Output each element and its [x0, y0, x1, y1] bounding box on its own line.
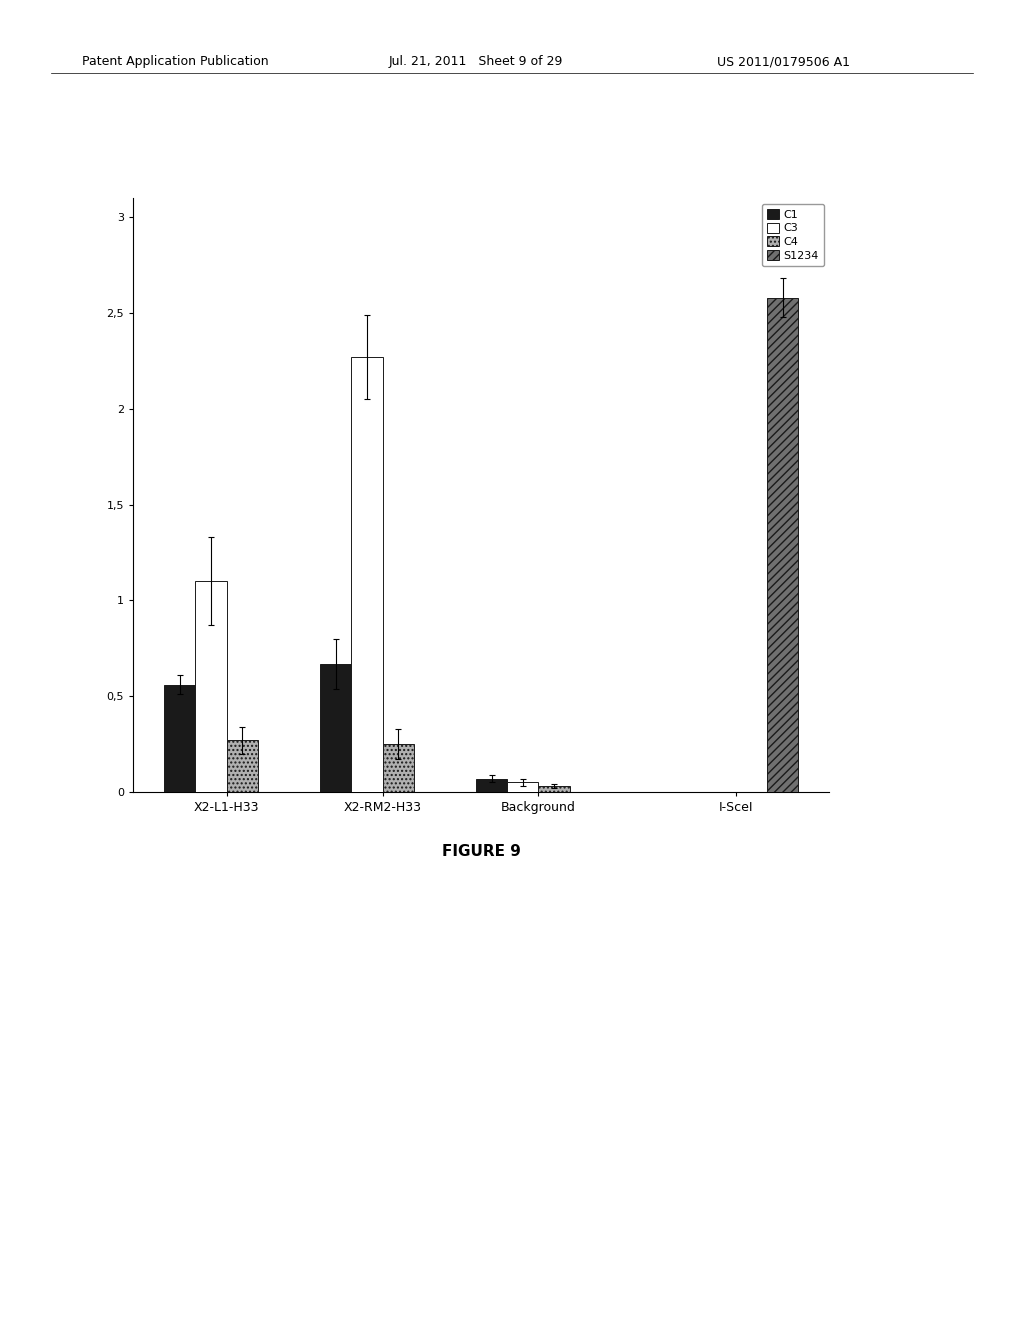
- Text: FIGURE 9: FIGURE 9: [441, 843, 521, 859]
- Bar: [321, 664, 351, 792]
- Bar: [539, 787, 569, 792]
- Bar: [164, 685, 196, 792]
- Text: US 2011/0179506 A1: US 2011/0179506 A1: [717, 55, 850, 69]
- Legend: C1, C3, C4, S1234: C1, C3, C4, S1234: [762, 203, 824, 267]
- Bar: [507, 783, 539, 792]
- Bar: [476, 779, 507, 792]
- Bar: [351, 356, 383, 792]
- Bar: [196, 581, 226, 792]
- Text: Jul. 21, 2011   Sheet 9 of 29: Jul. 21, 2011 Sheet 9 of 29: [389, 55, 563, 69]
- Text: Patent Application Publication: Patent Application Publication: [82, 55, 268, 69]
- Bar: [383, 744, 414, 792]
- Bar: [767, 297, 799, 792]
- Bar: [226, 741, 258, 792]
